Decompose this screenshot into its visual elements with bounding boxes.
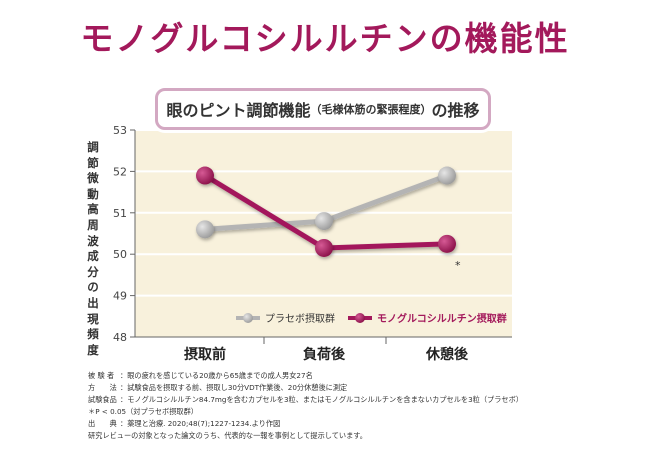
y-tick-label: 52 [113, 165, 127, 178]
chart-title-paren: （毛様体筋の緊張程度） [310, 103, 432, 116]
footnote-row: 出 典：薬理と治療. 2020;48(7);1227-1234.より作図 [88, 418, 608, 430]
data-point-1 [315, 238, 333, 257]
footnote-key: 出 典 [88, 419, 117, 428]
chart-title-main: 眼のピント調節機能 [166, 101, 311, 120]
data-point-0 [438, 166, 456, 185]
x-tick-label: 摂取前 [184, 346, 226, 363]
data-point-0 [196, 220, 214, 239]
chart-title-box: 眼のピント調節機能 （毛様体筋の緊張程度） の推移 [155, 88, 491, 130]
x-tick-label: 休憩後 [425, 346, 469, 363]
y-axis-label: 調節微動高周波成分の出現頻度 [87, 140, 99, 357]
legend-marker-1 [355, 313, 365, 323]
y-tick-label: 50 [113, 248, 127, 261]
footnote-row: 研究レビューの対象となった論文のうち、代表的な一報を事例として提示しています。 [88, 430, 608, 442]
footnote-key: 方 法 [88, 383, 117, 392]
footnote-key: 試験食品 [88, 395, 117, 404]
footnote-text: ：モノグルコシルルチン84.7mgを含むカプセルを3粒、またはモノグルコシルルチ… [120, 395, 523, 404]
footnote-text: 研究レビューの対象となった論文のうち、代表的な一報を事例として提示しています。 [88, 431, 367, 440]
significance-marker: * [455, 259, 461, 272]
line-chart: 48 49 50 51 52 53 摂取前 負荷後 休憩後 * プラセボ摂取群 モノグルコシルルチン摂… [113, 124, 512, 363]
footnote-text: ：試験食品を摂取する前、摂取し30分VDT作業後、20分休憩後に測定 [120, 383, 348, 392]
y-tick-label: 53 [113, 124, 127, 137]
y-tick-label: 49 [113, 290, 127, 303]
y-tick-label: 51 [113, 207, 127, 220]
legend-label-0: プラセボ摂取群 [265, 312, 335, 325]
legend-marker-0 [243, 313, 253, 323]
footnote-text: ：薬理と治療. 2020;48(7);1227-1234.より作図 [120, 419, 281, 428]
y-tick-label: 48 [113, 331, 127, 344]
footnotes: 被 験 者：眼の疲れを感じている20歳から65歳までの成人男女27名方 法：試験… [88, 370, 608, 442]
x-tick-label: 負荷後 [303, 346, 346, 363]
footnote-text: ＊P < 0.05（対プラセボ摂取群） [88, 407, 198, 416]
footnote-row: ＊P < 0.05（対プラセボ摂取群） [88, 406, 608, 418]
footnote-row: 試験食品 ：モノグルコシルルチン84.7mgを含むカプセルを3粒、またはモノグルコ… [88, 394, 608, 406]
footnote-row: 方 法：試験食品を摂取する前、摂取し30分VDT作業後、20分休憩後に測定 [88, 382, 608, 394]
footnote-key: 被 験 者 [88, 371, 115, 380]
footnote-text: ：眼の疲れを感じている20歳から65歳までの成人男女27名 [120, 371, 313, 380]
data-point-1 [438, 234, 456, 253]
page-title: モノグルコシルルチンの機能性 [80, 19, 570, 58]
plot-area [135, 130, 512, 337]
chart-title-suffix: の推移 [431, 101, 480, 120]
legend-label-1: モノグルコシルルチン摂取群 [377, 312, 507, 325]
data-point-0 [315, 212, 333, 231]
data-point-1 [196, 166, 214, 185]
footnote-row: 被 験 者 ：眼の疲れを感じている20歳から65歳までの成人男女27名 [88, 370, 608, 382]
